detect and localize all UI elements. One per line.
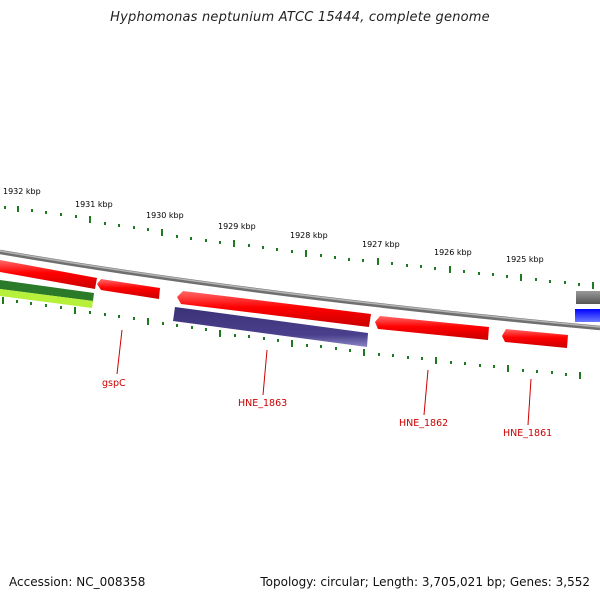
gene-green-dark[interactable] [0, 280, 94, 301]
tick-label-1931: 1931 kbp [75, 200, 113, 209]
scale-ticks-lower [2, 297, 581, 379]
gene-label-leaders [116, 329, 532, 426]
tick-label-1926: 1926 kbp [434, 248, 472, 257]
tick-label-1928: 1928 kbp [290, 231, 328, 240]
forward-strand-genes [0, 260, 600, 348]
gene-arrow-pre-hne1863[interactable] [177, 291, 371, 327]
gene-hne1863[interactable] [173, 307, 368, 347]
gene-label-hne1862[interactable]: HNE_1862 [399, 418, 448, 429]
tick-label-1930: 1930 kbp [146, 211, 184, 220]
genome-backbone [0, 249, 600, 331]
scale-ticks-upper [4, 206, 594, 289]
gene-green-lime[interactable] [0, 289, 93, 308]
accession-text: Accession: NC_008358 [9, 575, 146, 589]
scale-tick-labels: 1932 kbp 1931 kbp 1930 kbp 1929 kbp 1928… [3, 187, 544, 264]
genome-summary-text: Topology: circular; Length: 3,705,021 bp… [260, 575, 590, 589]
gene-label-hne1861[interactable]: HNE_1861 [503, 428, 552, 439]
gene-label-hne1863[interactable]: HNE_1863 [238, 398, 287, 409]
gene-gray-right[interactable] [576, 291, 600, 304]
gene-arrow-hne1861[interactable] [502, 329, 568, 348]
gene-labels: gspC HNE_1863 HNE_1862 HNE_1861 [102, 378, 552, 439]
tick-label-1927: 1927 kbp [362, 240, 400, 249]
tick-label-1925: 1925 kbp [506, 255, 544, 264]
gene-arrow-hne1862[interactable] [375, 316, 489, 340]
map-title: Hyphomonas neptunium ATCC 15444, complet… [110, 10, 490, 25]
gene-arrow-gspC[interactable] [97, 279, 160, 299]
gene-label-gspC[interactable]: gspC [102, 378, 126, 389]
tick-label-1932: 1932 kbp [3, 187, 41, 196]
tick-label-1929: 1929 kbp [218, 222, 256, 231]
reverse-strand-genes [0, 280, 368, 347]
gene-blue-right[interactable] [575, 309, 600, 322]
gene-arrow-left-edge[interactable] [0, 260, 97, 289]
